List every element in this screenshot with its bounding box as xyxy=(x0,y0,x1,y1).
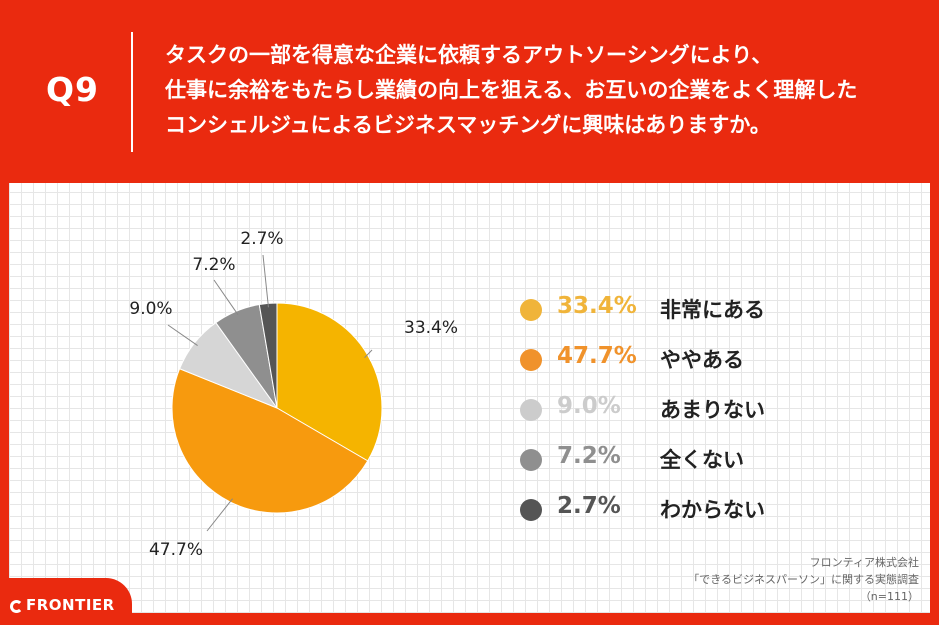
header: Q9 タスクの一部を得意な企業に依頼するアウトソーシングにより、 仕事に余裕をも… xyxy=(0,0,939,183)
chart-panel xyxy=(9,183,930,613)
question-line-2: 仕事に余裕をもたらし業績の向上を狙える、お互いの企業をよく理解した xyxy=(165,78,858,102)
leader-line xyxy=(206,498,233,532)
legend-label: あまりない xyxy=(660,398,765,422)
legend-percent: 47.7% xyxy=(557,343,637,369)
legend-dot xyxy=(520,449,542,471)
legend-dot xyxy=(520,499,542,521)
leader-line xyxy=(213,279,239,316)
slice-data-label: 7.2% xyxy=(192,255,235,275)
leader-line xyxy=(262,254,269,308)
legend-dot xyxy=(520,299,542,321)
legend-label: ややある xyxy=(660,348,744,372)
legend-dot xyxy=(520,349,542,371)
source-survey: 「できるビジネスパーソン」に関する実態調査 xyxy=(688,573,919,586)
legend-label: 非常にある xyxy=(660,298,765,322)
legend-percent: 33.4% xyxy=(557,293,637,319)
question-number: Q9 xyxy=(46,70,100,109)
source-company: フロンティア株式会社 xyxy=(809,556,919,569)
source-note: フロンティア株式会社 「できるビジネスパーソン」に関する実態調査 （n=111） xyxy=(688,554,919,605)
slice-data-label: 33.4% xyxy=(404,318,458,338)
legend-dot xyxy=(520,399,542,421)
legend-label: わからない xyxy=(660,498,765,522)
slice-data-label: 47.7% xyxy=(149,540,203,560)
leader-line xyxy=(167,324,198,347)
slice-data-label: 9.0% xyxy=(129,299,172,319)
pie-slice xyxy=(276,302,383,462)
legend-percent: 7.2% xyxy=(557,443,621,469)
logo-mark-icon xyxy=(10,600,23,613)
question-line-3: コンシェルジュによるビジネスマッチングに興味はありますか。 xyxy=(165,113,771,137)
leader-line xyxy=(364,349,373,359)
header-divider xyxy=(131,32,133,152)
logo-tab xyxy=(0,578,132,625)
source-sample-size: （n=111） xyxy=(859,590,919,603)
pie-slice xyxy=(171,368,369,514)
question-text: タスクの一部を得意な企業に依頼するアウトソーシングにより、 仕事に余裕をもたらし… xyxy=(165,38,925,143)
legend-label: 全くない xyxy=(660,448,744,472)
logo-text: FRONTIER xyxy=(26,596,115,614)
legend-percent: 2.7% xyxy=(557,493,621,519)
slice-data-label: 2.7% xyxy=(240,229,283,249)
question-line-1: タスクの一部を得意な企業に依頼するアウトソーシングにより、 xyxy=(165,43,773,67)
legend-percent: 9.0% xyxy=(557,393,621,419)
frontier-logo: FRONTIER xyxy=(10,596,115,614)
